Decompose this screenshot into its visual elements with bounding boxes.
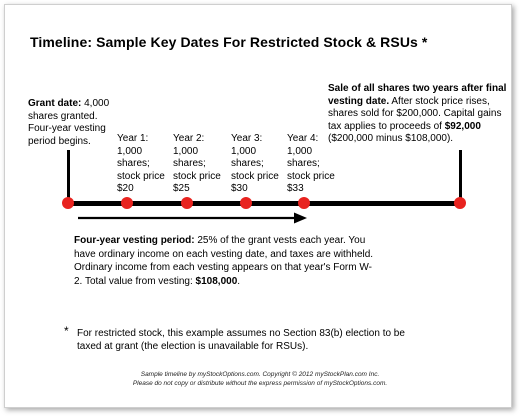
year-1-label: Year 1: (117, 133, 149, 144)
year-3-label: Year 3: (231, 133, 263, 144)
page-title: Timeline: Sample Key Dates For Restricte… (30, 34, 428, 50)
grant-date-marker (62, 197, 74, 209)
sale-marker-line (459, 150, 462, 204)
vesting-period-text: Four-year vesting period: 25% of the gra… (74, 234, 374, 288)
year-3-body: 1,000 shares; stock price $30 (231, 145, 279, 195)
grant-date-body: 4,000 shares granted. Four-year vesting … (28, 98, 110, 147)
year-2-text: Year 2: 1,000 shares; stock price $25 (173, 133, 221, 196)
grant-marker-line (67, 150, 70, 204)
year-4-label: Year 4: (287, 133, 319, 144)
year-4-marker (298, 197, 310, 209)
credit-line-1: Sample timeline by myStockOptions.com. C… (140, 371, 380, 378)
sale-text: Sale of all shares two years after final… (328, 83, 514, 146)
sale-body: After stock price rises, shares sold for… (328, 95, 502, 132)
grant-date-heading: Grant date: (28, 98, 82, 109)
year-4-body: 1,000 shares; stock price $33 (287, 145, 335, 195)
year-1-text: Year 1: 1,000 shares; stock price $20 (117, 133, 165, 196)
year-2-marker (181, 197, 193, 209)
sale-marker (454, 197, 466, 209)
year-3-text: Year 3: 1,000 shares; stock price $30 (231, 133, 279, 196)
year-2-label: Year 2: (173, 133, 205, 144)
year-2-body: 1,000 shares; stock price $25 (173, 145, 221, 195)
grant-date-text: Grant date: 4,000 shares granted. Four-y… (28, 98, 118, 148)
year-1-body: 1,000 shares; stock price $20 (117, 145, 165, 195)
vesting-period-arrow (78, 212, 307, 224)
year-4-text: Year 4: 1,000 shares; stock price $33 (287, 133, 335, 196)
vesting-total: $108,000 (195, 275, 238, 287)
sale-heading: Sale of all shares two years after final… (328, 83, 507, 107)
sale-body-end: ($200,000 minus $108,000). (328, 133, 454, 144)
footnote-marker: * (64, 324, 69, 338)
timeline-bar (66, 201, 464, 206)
vesting-body: 25% of the grant vests each year. You ha… (74, 235, 374, 287)
footnote-text: For restricted stock, this example assum… (77, 328, 405, 352)
year-1-marker (121, 197, 133, 209)
credit-line-2: Please do not copy or distribute without… (132, 380, 388, 387)
vesting-heading: Four-year vesting period: (74, 235, 195, 246)
year-3-marker (240, 197, 252, 209)
vesting-end: . (237, 275, 241, 287)
timeline-card (4, 4, 512, 408)
sale-amount: $92,000 (444, 120, 481, 132)
